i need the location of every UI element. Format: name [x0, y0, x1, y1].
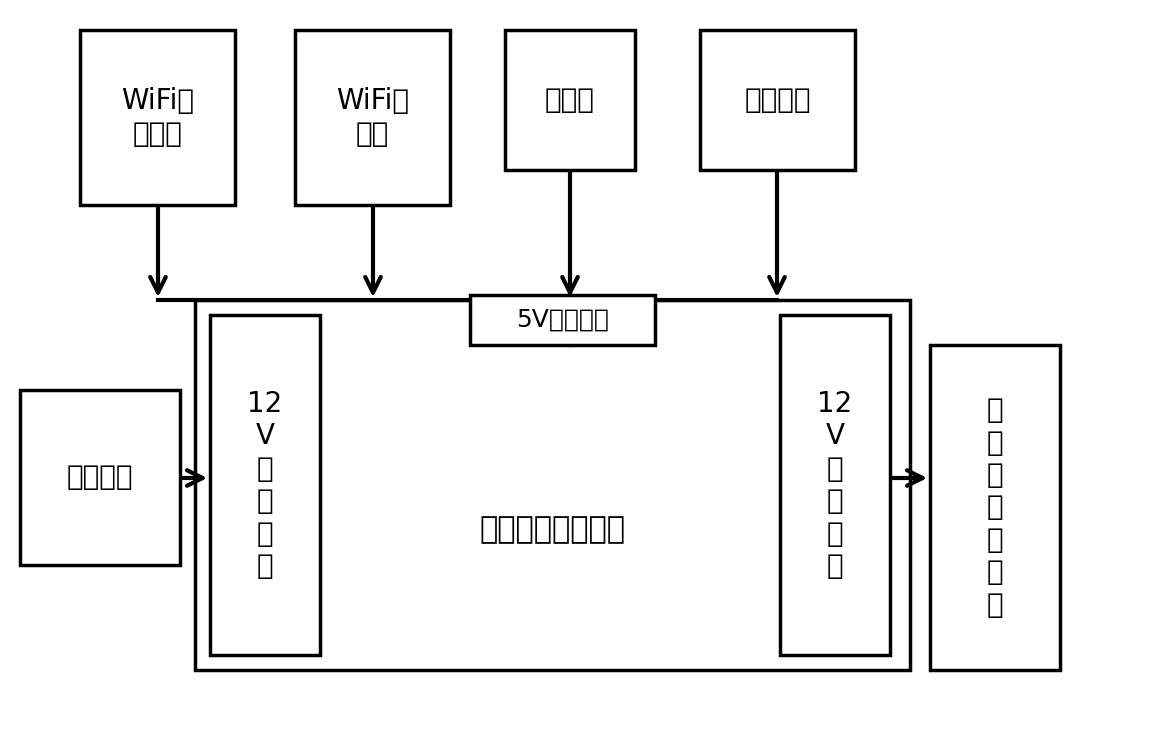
- Text: 电子罗盘: 电子罗盘: [744, 86, 811, 114]
- Text: WiFi摄
像头: WiFi摄 像头: [336, 87, 409, 148]
- Bar: [470, 295, 655, 345]
- Bar: [195, 300, 911, 670]
- Bar: [700, 30, 855, 170]
- Text: 机器人核心控制板: 机器人核心控制板: [480, 515, 625, 544]
- Bar: [930, 345, 1061, 670]
- Bar: [80, 30, 235, 205]
- Text: 5V电源输出: 5V电源输出: [516, 308, 609, 332]
- Text: WiFi通
讯模块: WiFi通 讯模块: [121, 87, 194, 148]
- Bar: [20, 390, 180, 565]
- Text: 深度计: 深度计: [545, 86, 595, 114]
- Text: 12
V
电
源
输
出: 12 V 电 源 输 出: [817, 390, 853, 580]
- Bar: [505, 30, 635, 170]
- Text: 喷
射
泵
驱
动
模
块: 喷 射 泵 驱 动 模 块: [987, 397, 1003, 619]
- Bar: [295, 30, 450, 205]
- Text: 电源模块: 电源模块: [67, 464, 133, 492]
- Text: 12
V
电
源
输
入: 12 V 电 源 输 入: [247, 390, 283, 580]
- Bar: [780, 315, 890, 655]
- Bar: [210, 315, 320, 655]
